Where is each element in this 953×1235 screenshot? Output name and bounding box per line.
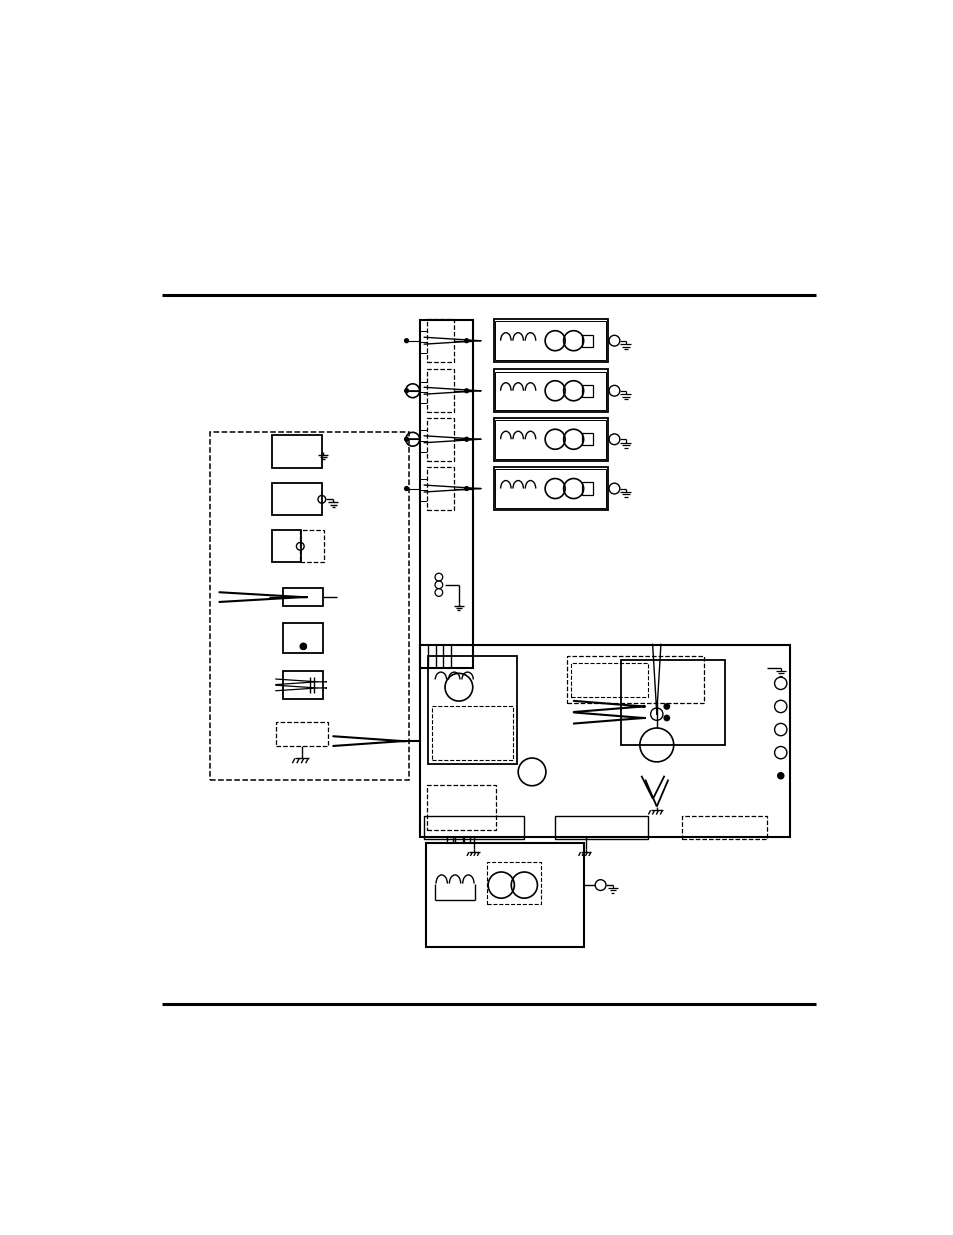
Bar bbox=[495, 469, 605, 508]
Bar bbox=[581, 384, 592, 396]
Circle shape bbox=[663, 704, 669, 709]
Circle shape bbox=[300, 643, 306, 650]
Bar bbox=[495, 321, 605, 359]
Circle shape bbox=[404, 389, 408, 393]
Circle shape bbox=[663, 715, 669, 721]
Bar bbox=[493, 417, 607, 461]
Bar bbox=[493, 369, 607, 412]
Bar bbox=[426, 785, 496, 830]
Bar bbox=[283, 624, 323, 652]
Circle shape bbox=[404, 437, 408, 441]
Bar bbox=[555, 816, 647, 839]
Bar bbox=[495, 420, 605, 458]
Circle shape bbox=[464, 487, 468, 490]
Bar bbox=[487, 862, 540, 904]
Bar bbox=[428, 656, 517, 764]
Bar bbox=[272, 530, 301, 562]
Circle shape bbox=[404, 338, 408, 342]
Bar bbox=[424, 816, 524, 839]
Bar bbox=[581, 335, 592, 347]
Bar bbox=[272, 483, 321, 515]
Bar bbox=[272, 436, 321, 468]
Bar bbox=[493, 467, 607, 510]
Circle shape bbox=[464, 338, 468, 342]
Bar bbox=[426, 417, 453, 461]
Bar bbox=[275, 721, 328, 746]
Circle shape bbox=[777, 773, 783, 779]
Bar bbox=[495, 372, 605, 410]
Bar bbox=[432, 706, 513, 761]
Bar bbox=[283, 671, 323, 699]
Bar bbox=[420, 320, 473, 668]
Bar bbox=[426, 467, 453, 510]
Bar bbox=[566, 656, 703, 703]
Circle shape bbox=[464, 389, 468, 393]
Bar bbox=[581, 483, 592, 495]
Bar bbox=[681, 816, 766, 839]
Circle shape bbox=[404, 487, 408, 490]
Bar bbox=[581, 433, 592, 446]
Bar bbox=[283, 588, 323, 606]
Bar bbox=[426, 369, 453, 412]
Bar bbox=[425, 842, 583, 947]
Bar bbox=[426, 319, 453, 362]
Circle shape bbox=[464, 437, 468, 441]
Bar bbox=[210, 431, 409, 779]
Bar bbox=[420, 645, 789, 837]
Bar bbox=[570, 662, 647, 698]
Bar bbox=[620, 661, 723, 745]
Bar bbox=[299, 530, 324, 562]
Bar bbox=[493, 319, 607, 362]
